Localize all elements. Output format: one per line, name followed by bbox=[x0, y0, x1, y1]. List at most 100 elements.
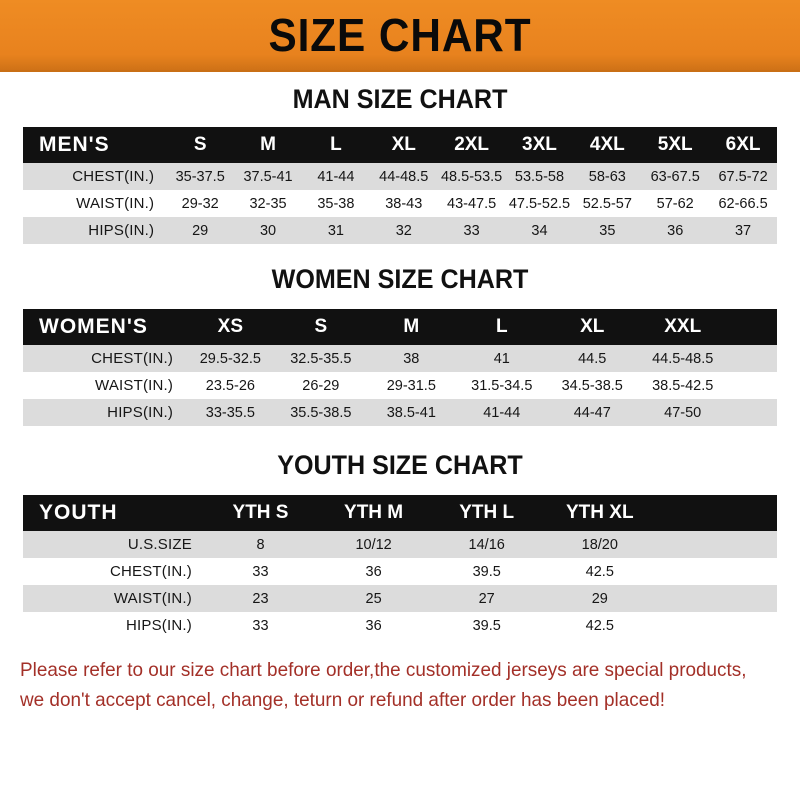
disclaimer-line-2: we don't accept cancel, change, teturn o… bbox=[20, 689, 666, 711]
disclaimer: Please refer to our size chart before or… bbox=[20, 655, 757, 715]
women-measure-cell: 23.5-26 bbox=[185, 372, 276, 399]
women-size-header: XS bbox=[185, 309, 276, 345]
table-row: U.S.SIZE 8 10/12 14/16 18/20 bbox=[23, 531, 777, 558]
women-table-body: CHEST(IN.) 29.5-32.5 32.5-35.5 38 41 44.5 44.5… bbox=[23, 345, 777, 426]
women-row-label: WAIST(IN.) bbox=[23, 372, 186, 399]
women-measure-cell: 41-44 bbox=[456, 399, 547, 426]
youth-row-filler bbox=[656, 585, 777, 612]
men-measure-cell: 47.5-52.5 bbox=[505, 190, 574, 217]
men-measure-cell: 32-35 bbox=[234, 190, 302, 217]
youth-measure-cell: 8 bbox=[203, 531, 318, 558]
page-banner: SIZE CHART bbox=[0, 0, 800, 72]
women-row-filler bbox=[727, 372, 777, 399]
men-header-row: MEN'S S M L XL 2XL 3XL 4XL 5XL 6XL bbox=[23, 127, 777, 163]
youth-size-header: YTH XL bbox=[543, 495, 657, 531]
youth-measure-cell: 36 bbox=[317, 558, 431, 585]
men-measure-cell: 30 bbox=[234, 217, 302, 244]
youth-measure-cell: 39.5 bbox=[430, 612, 544, 639]
men-measure-cell: 57-62 bbox=[641, 190, 710, 217]
women-header-label: WOMEN'S bbox=[23, 309, 186, 345]
women-row-label: CHEST(IN.) bbox=[23, 345, 186, 372]
youth-row-label: CHEST(IN.) bbox=[23, 558, 204, 585]
youth-measure-cell: 23 bbox=[203, 585, 318, 612]
youth-measure-cell: 29 bbox=[543, 585, 657, 612]
women-row-label: HIPS(IN.) bbox=[23, 399, 186, 426]
men-measure-cell: 44-48.5 bbox=[369, 163, 438, 190]
men-measure-cell: 37 bbox=[709, 217, 777, 244]
men-size-header: 6XL bbox=[709, 127, 777, 163]
women-size-header: M bbox=[366, 309, 457, 345]
table-row: CHEST(IN.) 35-37.5 37.5-41 41-44 44-48.5 48.5… bbox=[23, 163, 777, 190]
women-measure-cell: 44-47 bbox=[547, 399, 638, 426]
youth-row-label: U.S.SIZE bbox=[23, 531, 204, 558]
youth-measure-cell: 33 bbox=[203, 612, 318, 639]
men-measure-cell: 38-43 bbox=[369, 190, 438, 217]
women-header-row: WOMEN'S XS S M L XL XXL bbox=[23, 309, 777, 345]
youth-measure-cell: 18/20 bbox=[543, 531, 657, 558]
youth-row-filler bbox=[656, 531, 777, 558]
men-measure-cell: 29 bbox=[166, 217, 235, 244]
youth-section-title: YOUTH SIZE CHART bbox=[277, 450, 523, 480]
youth-measure-cell: 10/12 bbox=[317, 531, 431, 558]
youth-row-filler bbox=[656, 558, 777, 585]
table-row: HIPS(IN.) 29 30 31 32 33 34 35 36 37 bbox=[23, 217, 777, 244]
women-size-header: XL bbox=[547, 309, 638, 345]
women-size-table: WOMEN'S XS S M L XL XXL CHEST(IN.) 29.5-32.5 32… bbox=[23, 309, 777, 426]
youth-size-table: YOUTH YTH S YTH M YTH L YTH XL U.S.SIZE 8 10/… bbox=[23, 495, 777, 639]
women-measure-cell: 35.5-38.5 bbox=[275, 399, 367, 426]
women-row-filler bbox=[727, 345, 777, 372]
men-size-header: 5XL bbox=[641, 127, 710, 163]
women-measure-cell: 47-50 bbox=[637, 399, 728, 426]
men-measure-cell: 63-67.5 bbox=[641, 163, 710, 190]
youth-measure-cell: 33 bbox=[203, 558, 318, 585]
women-measure-cell: 41 bbox=[456, 345, 547, 372]
youth-measure-cell: 42.5 bbox=[543, 558, 657, 585]
youth-measure-cell: 27 bbox=[430, 585, 544, 612]
disclaimer-line-1: Please refer to our size chart before or… bbox=[20, 659, 747, 681]
women-measure-cell: 29-31.5 bbox=[366, 372, 457, 399]
women-row-filler bbox=[727, 399, 777, 426]
table-row: WAIST(IN.) 23 25 27 29 bbox=[23, 585, 777, 612]
table-row: CHEST(IN.) 29.5-32.5 32.5-35.5 38 41 44.5 44.5… bbox=[23, 345, 777, 372]
men-measure-cell: 36 bbox=[641, 217, 710, 244]
men-measure-cell: 52.5-57 bbox=[573, 190, 642, 217]
women-measure-cell: 31.5-34.5 bbox=[456, 372, 547, 399]
youth-size-header: YTH S bbox=[203, 495, 318, 531]
women-measure-cell: 29.5-32.5 bbox=[185, 345, 276, 372]
youth-header-filler bbox=[656, 495, 777, 531]
table-row: HIPS(IN.) 33-35.5 35.5-38.5 38.5-41 41-44 44-… bbox=[23, 399, 777, 426]
women-size-header: L bbox=[456, 309, 547, 345]
men-measure-cell: 67.5-72 bbox=[709, 163, 777, 190]
men-measure-cell: 58-63 bbox=[573, 163, 642, 190]
men-row-label: HIPS(IN.) bbox=[23, 217, 167, 244]
men-size-table: MEN'S S M L XL 2XL 3XL 4XL 5XL 6XL CHEST(IN.) 35-… bbox=[23, 127, 777, 244]
women-size-header: S bbox=[275, 309, 367, 345]
women-table-header: WOMEN'S XS S M L XL XXL bbox=[23, 309, 777, 345]
table-row: HIPS(IN.) 33 36 39.5 42.5 bbox=[23, 612, 777, 639]
men-header-label: MEN'S bbox=[23, 127, 167, 163]
men-measure-cell: 31 bbox=[301, 217, 370, 244]
men-table-body: CHEST(IN.) 35-37.5 37.5-41 41-44 44-48.5 48.5… bbox=[23, 163, 777, 244]
women-section-title: WOMEN SIZE CHART bbox=[271, 264, 529, 294]
men-section-title: MAN SIZE CHART bbox=[292, 84, 508, 114]
men-measure-cell: 35-37.5 bbox=[166, 163, 235, 190]
women-size-header: XXL bbox=[637, 309, 728, 345]
men-size-header: M bbox=[234, 127, 302, 163]
men-measure-cell: 48.5-53.5 bbox=[437, 163, 506, 190]
table-row: CHEST(IN.) 33 36 39.5 42.5 bbox=[23, 558, 777, 585]
women-measure-cell: 32.5-35.5 bbox=[275, 345, 367, 372]
women-measure-cell: 38 bbox=[366, 345, 457, 372]
women-measure-cell: 26-29 bbox=[275, 372, 367, 399]
youth-table-body: U.S.SIZE 8 10/12 14/16 18/20 CHEST(IN.) 33 36 39… bbox=[23, 531, 777, 639]
youth-header-row: YOUTH YTH S YTH M YTH L YTH XL bbox=[23, 495, 777, 531]
men-measure-cell: 37.5-41 bbox=[234, 163, 302, 190]
men-table-header: MEN'S S M L XL 2XL 3XL 4XL 5XL 6XL bbox=[23, 127, 777, 163]
men-measure-cell: 43-47.5 bbox=[437, 190, 506, 217]
men-row-label: WAIST(IN.) bbox=[23, 190, 167, 217]
men-measure-cell: 35-38 bbox=[301, 190, 370, 217]
women-measure-cell: 34.5-38.5 bbox=[547, 372, 638, 399]
youth-measure-cell: 25 bbox=[317, 585, 431, 612]
youth-size-header: YTH M bbox=[317, 495, 431, 531]
youth-table-header: YOUTH YTH S YTH M YTH L YTH XL bbox=[23, 495, 777, 531]
